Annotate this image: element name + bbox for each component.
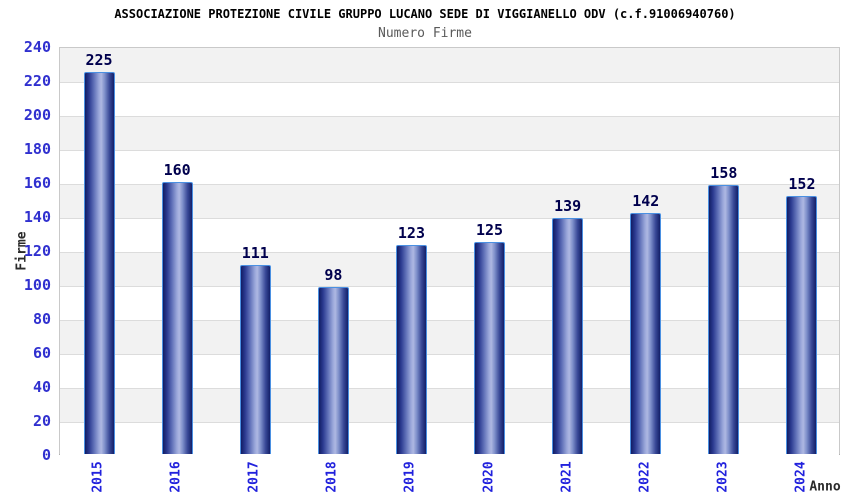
bar-value-label: 142 [632,191,660,210]
y-tick-label: 140 [23,208,51,226]
x-tick-label-2024: 2024 [793,461,809,493]
x-tick-label-2023: 2023 [715,461,731,493]
x-axis-title: Anno [809,479,841,495]
bar-2018 [317,287,349,454]
chart-subtitle: Numero Firme [378,26,472,41]
y-tick-label: 200 [23,106,51,124]
y-tick-label: 20 [32,412,51,430]
bar-2020 [474,241,506,454]
bar-2023 [708,185,740,454]
bar-2019 [395,244,427,454]
bar-value-label: 111 [241,244,269,263]
plot-band [60,48,839,82]
bar-2016 [161,182,193,454]
bar-value-label: 152 [788,174,816,193]
chart-title: ASSOCIAZIONE PROTEZIONE CIVILE GRUPPO LU… [114,7,736,21]
bar-value-label: 123 [397,223,425,242]
x-tick-label-2016: 2016 [168,461,184,493]
y-tick-label: 180 [23,140,51,158]
bar-2017 [239,265,271,454]
plot-band [60,116,839,150]
bar-value-label: 225 [85,50,113,69]
bar-2021 [552,217,584,454]
y-tick-label: 60 [32,344,51,362]
bar-2024 [786,195,818,454]
y-tick-label: 80 [32,310,51,328]
bar-2015 [83,71,115,454]
x-tick-label-2020: 2020 [481,461,497,493]
plot-band [60,150,839,184]
bar-value-label: 158 [710,164,738,183]
plot-band [60,82,839,116]
x-tick-label-2021: 2021 [559,461,575,493]
y-tick-label: 40 [32,378,51,396]
bar-value-label: 139 [554,196,582,215]
bar-value-label: 98 [324,266,343,285]
y-tick-label: 0 [41,446,51,464]
plot-area: 225 160 111 98 123 125 139 142 158 152 [59,47,840,456]
bar-value-label: 160 [163,161,191,179]
bar-value-label: 125 [476,220,504,239]
x-tick-label-2022: 2022 [637,461,653,493]
bar-2022 [630,212,662,454]
x-tick-label-2018: 2018 [324,461,340,493]
y-tick-label: 220 [23,72,51,90]
y-tick-label: 160 [23,174,51,192]
y-tick-label: 120 [23,242,51,260]
x-tick-label-2017: 2017 [246,461,262,493]
y-tick-label: 100 [23,276,51,294]
y-tick-label: 240 [23,38,51,56]
x-tick-label-2015: 2015 [90,461,106,493]
x-tick-label-2019: 2019 [402,461,418,493]
